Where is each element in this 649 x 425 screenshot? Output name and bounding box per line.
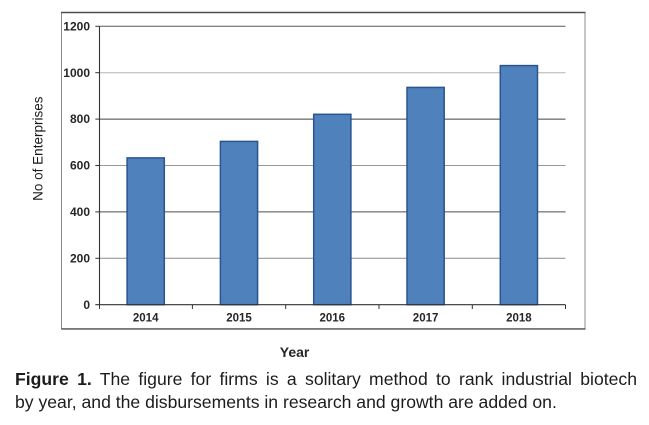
svg-text:200: 200 — [70, 251, 90, 265]
svg-text:No of Enterprises: No of Enterprises — [31, 96, 46, 201]
svg-text:400: 400 — [70, 205, 90, 219]
svg-text:2017: 2017 — [413, 313, 439, 325]
svg-text:2018: 2018 — [506, 313, 532, 325]
svg-text:1200: 1200 — [63, 19, 90, 33]
svg-text:1000: 1000 — [63, 66, 90, 80]
svg-text:0: 0 — [83, 298, 90, 312]
svg-text:2014: 2014 — [133, 313, 159, 325]
svg-text:600: 600 — [70, 159, 90, 173]
svg-text:Year: Year — [280, 344, 310, 360]
svg-text:2015: 2015 — [226, 313, 252, 325]
svg-text:2016: 2016 — [320, 313, 346, 325]
svg-text:800: 800 — [70, 112, 90, 126]
